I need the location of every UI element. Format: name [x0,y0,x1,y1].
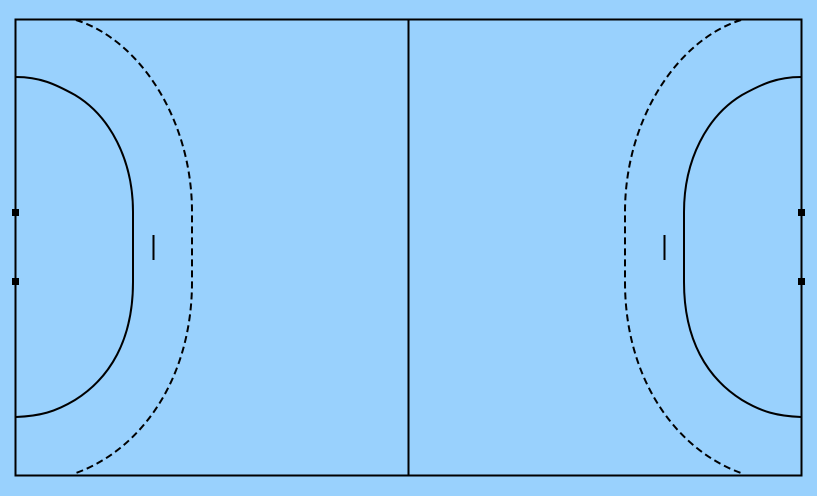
right-goal-area-line [683,76,802,418]
left-goal-post-top [12,209,19,216]
right-goal-post-top [798,209,805,216]
left-goal-post-bottom [12,278,19,285]
left-free-throw-line [75,19,193,474]
right-free-throw-line [624,19,742,474]
right-goal-post-bottom [798,278,805,285]
left-goal-area-line [15,76,134,418]
